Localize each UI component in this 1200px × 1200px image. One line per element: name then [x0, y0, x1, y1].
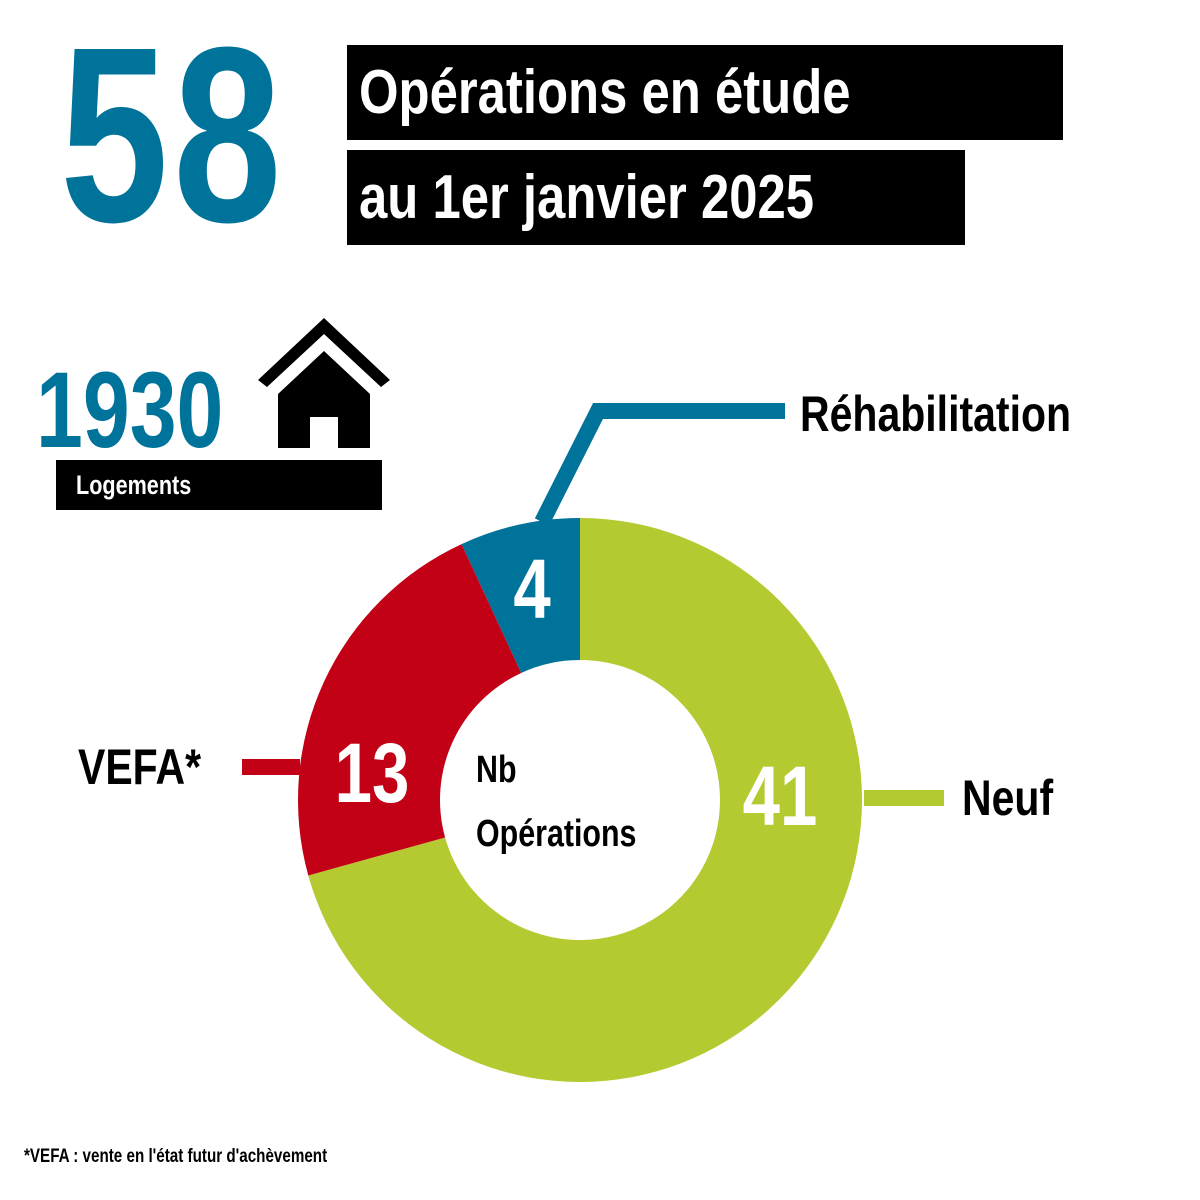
- value-label-neuf: 41: [743, 750, 818, 844]
- value-label-vefa: 13: [335, 727, 410, 821]
- donut-slice-neuf: [308, 518, 863, 1082]
- title-line-2-text: au 1er janvier 2025: [359, 163, 815, 232]
- category-label-rehabilitation: Réhabilitation: [800, 386, 1071, 442]
- housing-count: 1930: [36, 349, 224, 470]
- center-label-line-2: Opérations: [476, 813, 636, 855]
- title-line-2: au 1er janvier 2025: [347, 150, 965, 245]
- house-icon: [258, 318, 390, 448]
- leader-line-rehabilitation: [534, 403, 785, 526]
- donut-slice-rehabilitation: [461, 518, 580, 673]
- total-operations-number: 58: [60, 0, 287, 274]
- housing-label-box: Logements: [56, 460, 382, 510]
- center-label-line-1: Nb: [476, 749, 517, 791]
- category-label-neuf: Neuf: [962, 770, 1054, 826]
- title-line-1-text: Opérations en étude: [359, 58, 851, 127]
- title-line-1: Opérations en étude: [347, 45, 1063, 140]
- category-label-vefa: VEFA*: [78, 739, 201, 795]
- donut-slice-vefa: [297, 544, 522, 876]
- footnote: *VEFA : vente en l'état futur d'achèveme…: [24, 1146, 328, 1167]
- housing-label: Logements: [76, 470, 192, 500]
- value-label-rehabilitation: 4: [513, 543, 550, 637]
